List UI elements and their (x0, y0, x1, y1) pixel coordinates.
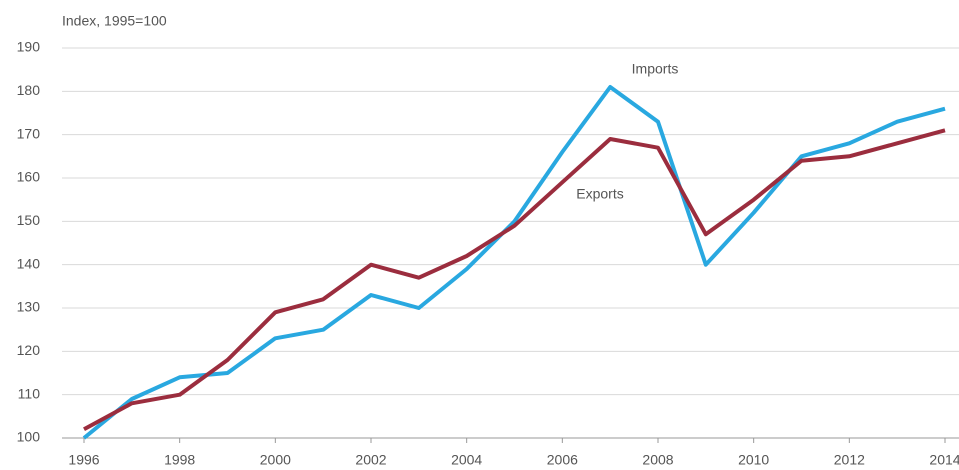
x-tick-label: 2012 (834, 452, 865, 468)
y-tick-label: 130 (17, 299, 41, 315)
x-tick-label: 2000 (260, 452, 291, 468)
y-tick-label: 140 (17, 255, 41, 271)
x-tick-label: 2008 (642, 452, 673, 468)
y-tick-label: 170 (17, 125, 41, 141)
y-tick-label: 150 (17, 212, 41, 228)
x-tick-label: 2010 (738, 452, 769, 468)
x-tick-label: 2006 (547, 452, 578, 468)
y-tick-label: 120 (17, 342, 41, 358)
x-tick-label: 1996 (68, 452, 99, 468)
x-tick-label: 2014 (929, 452, 959, 468)
x-tick-label: 2002 (355, 452, 386, 468)
y-tick-label: 190 (17, 39, 41, 55)
series-line (82, 85, 946, 440)
series-label: Imports (632, 61, 679, 77)
y-tick-label: 110 (18, 385, 41, 401)
y-tick-label: 180 (17, 82, 41, 98)
y-axis-label: Index, 1995=100 (62, 13, 167, 29)
y-tick-label: 100 (17, 429, 41, 445)
y-tick-label: 160 (17, 169, 41, 185)
x-tick-label: 1998 (164, 452, 195, 468)
series-line (83, 128, 946, 432)
series-label: Exports (576, 186, 623, 202)
x-tick-label: 2004 (451, 452, 482, 468)
